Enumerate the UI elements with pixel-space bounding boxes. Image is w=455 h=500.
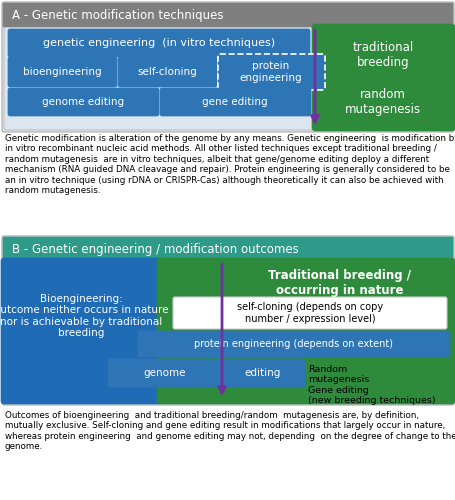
FancyBboxPatch shape <box>221 359 304 387</box>
Text: traditional
breeding: traditional breeding <box>352 41 413 69</box>
FancyBboxPatch shape <box>1 258 162 404</box>
FancyBboxPatch shape <box>160 88 310 116</box>
Text: Bioengineering:
outcome neither occurs in nature
nor is achievable by traditiona: Bioengineering: outcome neither occurs i… <box>0 294 168 339</box>
Text: Random
mutagenesis
Gene editing
(new breeding techniques): Random mutagenesis Gene editing (new bre… <box>307 365 435 405</box>
Text: editing: editing <box>244 368 281 378</box>
Text: bioengineering: bioengineering <box>23 67 101 77</box>
FancyBboxPatch shape <box>138 331 449 357</box>
Text: genome editing: genome editing <box>42 97 124 107</box>
Text: protein engineering (depends on extent): protein engineering (depends on extent) <box>194 339 393 349</box>
FancyBboxPatch shape <box>157 258 454 404</box>
FancyBboxPatch shape <box>311 24 454 131</box>
Text: genome: genome <box>143 368 186 378</box>
FancyBboxPatch shape <box>172 297 446 329</box>
FancyBboxPatch shape <box>108 359 222 387</box>
Text: Genetic modification is alteration of the genome by any means. Genetic engineeri: Genetic modification is alteration of th… <box>5 134 455 195</box>
Text: gene editing: gene editing <box>202 97 267 107</box>
Text: B - Genetic engineering / modification outcomes: B - Genetic engineering / modification o… <box>12 242 298 256</box>
FancyBboxPatch shape <box>8 57 117 87</box>
FancyBboxPatch shape <box>3 237 452 261</box>
FancyBboxPatch shape <box>2 2 453 132</box>
Text: genetic engineering  (in vitro techniques): genetic engineering (in vitro techniques… <box>43 38 274 48</box>
Text: Outcomes of bioengineering  and traditional breeding/random  mutagenesis are, by: Outcomes of bioengineering and tradition… <box>5 411 455 451</box>
Text: self-cloning: self-cloning <box>137 67 197 77</box>
Text: random
mutagenesis: random mutagenesis <box>344 88 420 116</box>
FancyBboxPatch shape <box>217 54 324 90</box>
FancyBboxPatch shape <box>3 3 452 27</box>
Text: A - Genetic modification techniques: A - Genetic modification techniques <box>12 8 223 22</box>
Text: protein
engineering: protein engineering <box>239 61 302 83</box>
FancyBboxPatch shape <box>2 236 453 405</box>
Text: Traditional breeding /
occurring in nature: Traditional breeding / occurring in natu… <box>268 269 410 297</box>
FancyBboxPatch shape <box>8 29 309 57</box>
FancyBboxPatch shape <box>118 57 217 87</box>
FancyBboxPatch shape <box>4 25 315 130</box>
FancyBboxPatch shape <box>8 88 159 116</box>
Text: self-cloning (depends on copy
number / expression level): self-cloning (depends on copy number / e… <box>237 302 382 324</box>
